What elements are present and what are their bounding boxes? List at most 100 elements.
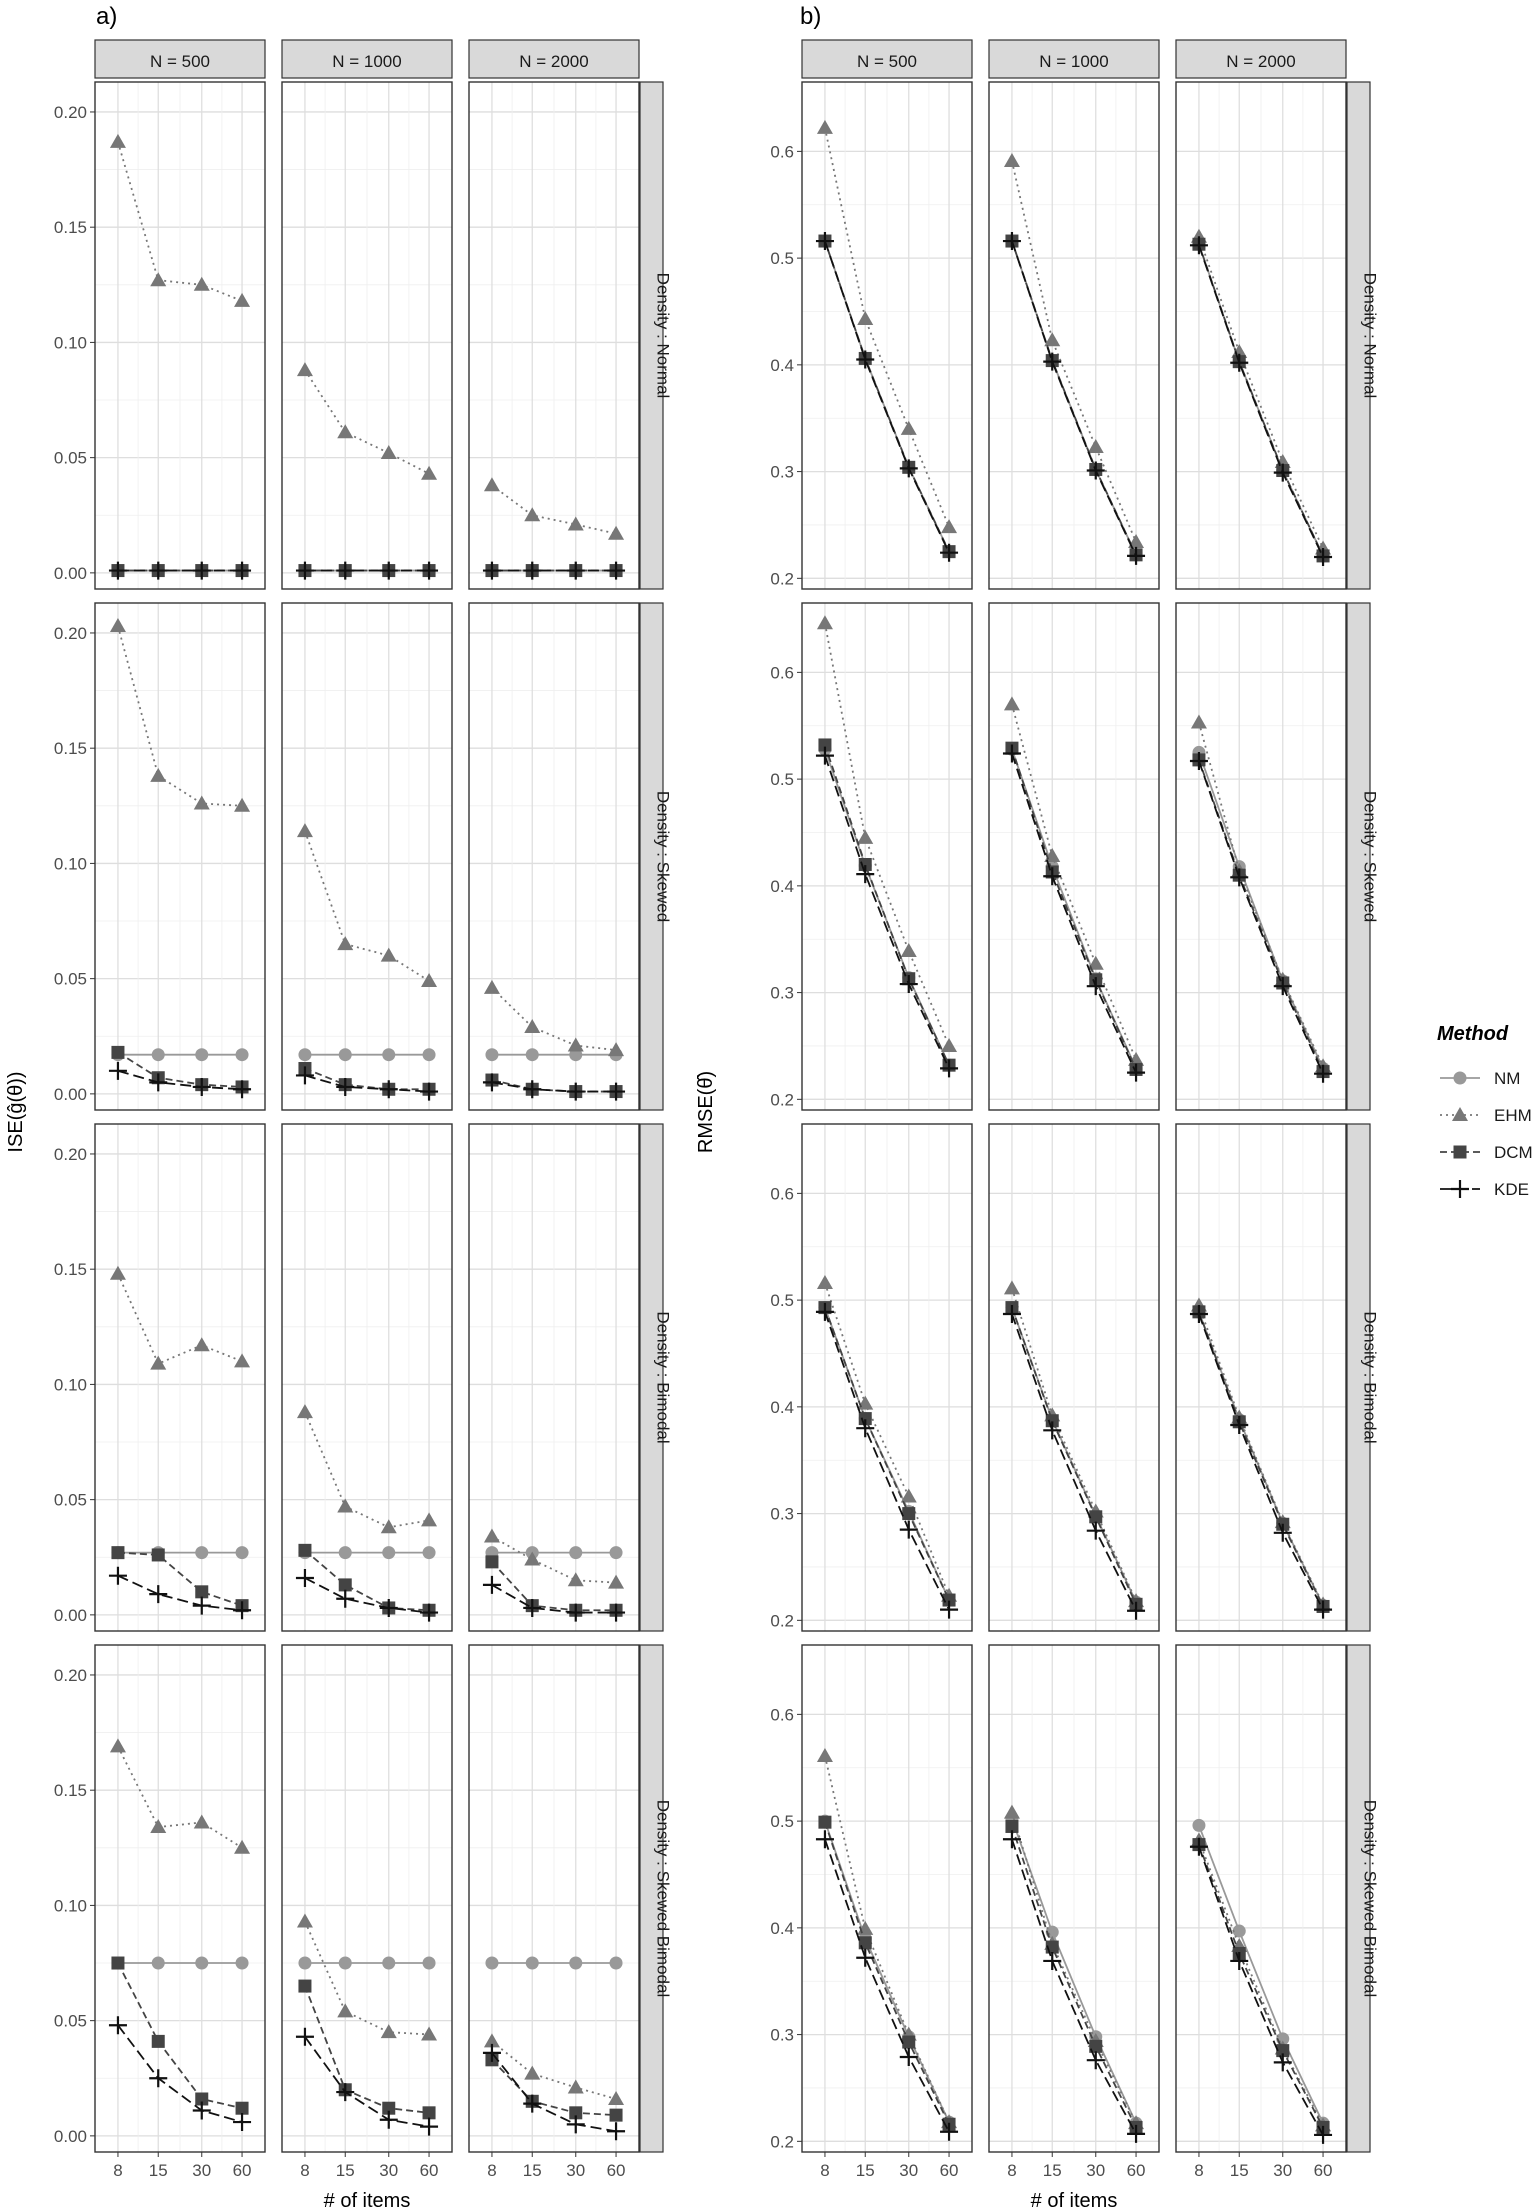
data-point <box>382 2101 396 2115</box>
data-point <box>1314 1064 1333 1083</box>
series-line <box>1198 1305 1324 1605</box>
series-line <box>1198 1313 1324 1611</box>
series-line <box>1198 245 1324 558</box>
data-point <box>1003 696 1020 711</box>
facet-cell: 8 15 30 60 <box>94 1644 266 2180</box>
data-point <box>1189 1304 1208 1323</box>
legend-key-marker <box>1453 1145 1467 1159</box>
x-tick-label: 8 <box>1007 2161 1016 2180</box>
data-point <box>815 232 834 251</box>
data-point <box>815 1302 834 1321</box>
data-point <box>421 2026 438 2041</box>
data-point <box>421 1512 438 1527</box>
panel-b: N = 500 N = 1000 N = 2000 0.2 0.3 0.4 0.5 0.6 De… <box>695 39 1380 2211</box>
series-kde <box>1189 1304 1333 1619</box>
data-point <box>193 1337 210 1352</box>
legend-key-marker <box>1452 1107 1468 1121</box>
series-ehm <box>816 119 958 534</box>
facet-cell <box>281 602 453 1111</box>
data-point <box>298 1048 312 1062</box>
x-tick-label: 15 <box>523 2161 542 2180</box>
series-line <box>1011 1838 1137 2135</box>
data-point <box>608 2090 625 2105</box>
y-tick-label: 0.3 <box>770 2026 794 2045</box>
data-point <box>566 2115 585 2134</box>
facet-cell <box>1175 602 1347 1111</box>
legend-title: Method <box>1437 1023 1509 1045</box>
data-point <box>483 979 500 994</box>
data-point <box>422 1546 436 1560</box>
data-point <box>566 1082 585 1101</box>
series-kde <box>482 1575 626 1622</box>
series-line <box>117 1574 243 1612</box>
column-strip <box>281 39 453 79</box>
data-point <box>1044 332 1061 347</box>
data-point <box>1127 1601 1146 1620</box>
data-point <box>899 459 918 478</box>
data-point <box>151 1048 165 1062</box>
series-line <box>1198 236 1324 549</box>
facet-cell <box>468 81 640 590</box>
legend-key-marker <box>1451 1180 1469 1198</box>
y-tick-label: 0.10 <box>54 854 87 873</box>
y-tick-label: 0.00 <box>54 1606 87 1625</box>
data-point <box>816 615 833 630</box>
data-point <box>108 1061 127 1080</box>
series-kde <box>108 2016 252 2132</box>
data-point <box>420 1082 439 1101</box>
data-point <box>195 1585 209 1599</box>
legend-item-dcm: DCM <box>1440 1143 1533 1162</box>
series-dcm <box>818 1815 956 2131</box>
data-point <box>235 1546 249 1560</box>
facet-border <box>94 81 266 590</box>
data-point <box>295 1569 314 1587</box>
series-line <box>824 1311 950 1611</box>
series-line <box>1198 760 1324 1075</box>
series-line <box>491 2052 617 2133</box>
x-tick-label: 30 <box>566 2161 585 2180</box>
y-tick-label: 0.4 <box>770 356 794 375</box>
panel-label-a: a) <box>96 3 117 30</box>
y-tick-label: 0.20 <box>54 624 87 643</box>
facet-cell <box>94 1123 266 1632</box>
data-point <box>816 1275 833 1290</box>
data-point <box>296 1404 313 1419</box>
y-tick-label: 0.4 <box>770 877 794 896</box>
data-point <box>1043 867 1062 886</box>
data-point <box>524 1019 541 1034</box>
column-strip-label: N = 500 <box>150 52 210 71</box>
x-tick-label: 15 <box>336 2161 355 2180</box>
y-tick-label: 0.15 <box>54 1260 87 1279</box>
data-point <box>150 767 167 782</box>
row-strip-label: Density : Bimodal <box>1361 1311 1380 1443</box>
data-point <box>523 2094 542 2113</box>
facet-cell <box>988 1123 1160 1632</box>
data-point <box>149 1585 168 1604</box>
y-tick-label: 0.4 <box>770 1398 794 1417</box>
data-point <box>296 362 313 377</box>
series-kde <box>1002 1304 1146 1620</box>
y-tick-label: 0.3 <box>770 1505 794 1524</box>
data-point <box>111 1546 125 1560</box>
data-point <box>940 2122 959 2141</box>
data-point <box>1087 439 1104 454</box>
x-axis-label: # of items <box>1031 2190 1118 2211</box>
y-tick-label: 0.15 <box>54 739 87 758</box>
data-point <box>858 1936 872 1950</box>
data-point <box>336 1589 355 1608</box>
facet-cell: 8 15 30 60 <box>468 1644 640 2180</box>
data-point <box>379 1080 398 1099</box>
series-line <box>1198 1844 1324 2128</box>
facet-border <box>94 1123 266 1632</box>
series-line <box>1011 1288 1137 1602</box>
data-point <box>192 2101 211 2120</box>
data-point <box>195 1048 209 1062</box>
data-point <box>608 525 625 540</box>
x-tick-label: 8 <box>820 2161 829 2180</box>
x-tick-label: 30 <box>379 2161 398 2180</box>
data-point <box>1314 2125 1333 2144</box>
data-point <box>941 1037 958 1052</box>
row-strip <box>639 1644 664 2153</box>
y-tick-label: 0.5 <box>770 249 794 268</box>
